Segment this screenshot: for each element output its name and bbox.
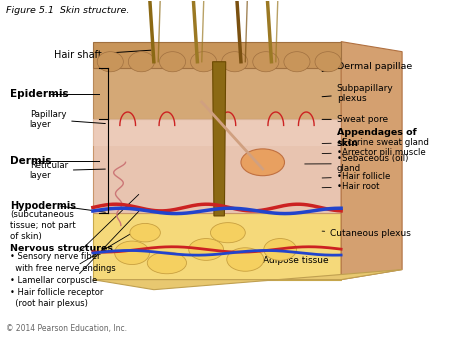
Polygon shape xyxy=(93,119,341,146)
Text: Hair shaft: Hair shaft xyxy=(54,50,151,60)
Ellipse shape xyxy=(97,52,123,72)
Text: Papillary
layer: Papillary layer xyxy=(30,110,105,129)
Ellipse shape xyxy=(264,239,297,260)
Text: Adipose tissue: Adipose tissue xyxy=(252,254,328,265)
Text: • Sensory nerve fiber
  with free nerve endings
• Lamellar corpuscle
• Hair foll: • Sensory nerve fiber with free nerve en… xyxy=(10,252,116,308)
Ellipse shape xyxy=(159,52,185,72)
Ellipse shape xyxy=(189,239,224,260)
Text: •Sebaceous (oil)
gland: •Sebaceous (oil) gland xyxy=(305,154,408,173)
Ellipse shape xyxy=(284,52,310,72)
Text: Cutaneous plexus: Cutaneous plexus xyxy=(322,229,411,238)
Text: •Eccrine sweat gland: •Eccrine sweat gland xyxy=(322,138,429,147)
Ellipse shape xyxy=(211,223,245,243)
Polygon shape xyxy=(341,42,402,280)
Polygon shape xyxy=(93,42,341,68)
Ellipse shape xyxy=(147,252,186,274)
Ellipse shape xyxy=(115,241,149,265)
Polygon shape xyxy=(213,62,226,216)
Polygon shape xyxy=(93,68,341,119)
Ellipse shape xyxy=(315,52,341,72)
Text: Hypodermis: Hypodermis xyxy=(10,201,76,211)
Text: Figure 5.1  Skin structure.: Figure 5.1 Skin structure. xyxy=(6,6,129,16)
Text: •Hair follicle: •Hair follicle xyxy=(322,172,390,181)
Ellipse shape xyxy=(190,52,217,72)
Polygon shape xyxy=(93,270,402,290)
Text: Dermis: Dermis xyxy=(10,155,52,166)
Text: Sweat pore: Sweat pore xyxy=(322,115,388,124)
Ellipse shape xyxy=(227,248,264,271)
Polygon shape xyxy=(93,213,341,280)
Text: •Hair root: •Hair root xyxy=(322,182,379,191)
Text: Appendages of
skin: Appendages of skin xyxy=(337,128,417,147)
Ellipse shape xyxy=(128,52,154,72)
Ellipse shape xyxy=(222,52,248,72)
Text: Reticular
layer: Reticular layer xyxy=(30,161,105,180)
Ellipse shape xyxy=(241,149,284,176)
Ellipse shape xyxy=(253,52,279,72)
Text: •Arrector pili muscle: •Arrector pili muscle xyxy=(322,148,426,157)
Ellipse shape xyxy=(130,223,160,242)
Text: Nervous structures: Nervous structures xyxy=(10,244,113,254)
Text: Dermal papillae: Dermal papillae xyxy=(322,62,412,72)
Text: Subpapillary
plexus: Subpapillary plexus xyxy=(322,83,393,103)
Text: © 2014 Pearson Education, Inc.: © 2014 Pearson Education, Inc. xyxy=(6,323,127,333)
Text: (subcutaneous
tissue; not part
of skin): (subcutaneous tissue; not part of skin) xyxy=(10,210,76,241)
Text: Epidermis: Epidermis xyxy=(10,89,69,99)
Polygon shape xyxy=(93,119,341,213)
